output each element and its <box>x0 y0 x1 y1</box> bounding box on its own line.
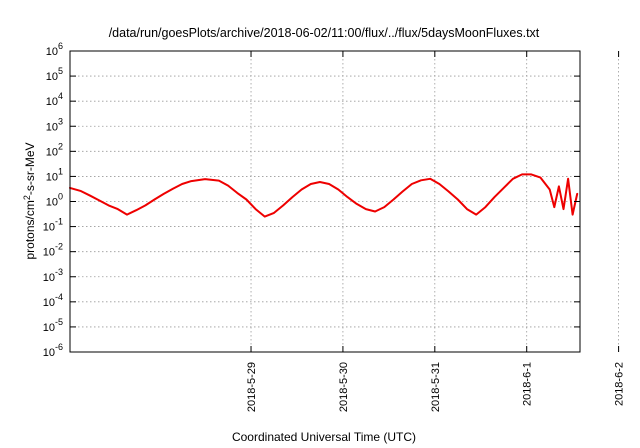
y-tick-label: 10-6 <box>43 342 63 359</box>
y-tick-label: 10-1 <box>43 217 63 234</box>
y-tick-label: 10-4 <box>43 292 63 309</box>
y-tick-label: 102 <box>46 141 63 158</box>
chart-title: /data/run/goesPlots/archive/2018-06-02/1… <box>109 26 540 40</box>
y-axis-label: protons/cm2-s-sr-MeV <box>22 142 37 259</box>
y-tick-label: 10-3 <box>43 267 63 284</box>
x-tick-label: 2018-5-31 <box>430 362 442 412</box>
y-tick-label: 103 <box>46 116 63 133</box>
y-tick-label: 10-2 <box>43 242 63 259</box>
x-axis: 2018-5-29 2018-5-30 2018-5-31 2018-6-1 2018-… <box>246 51 626 412</box>
x-tick-label: 2018-5-29 <box>246 362 258 412</box>
y-tick-label: 106 <box>46 41 63 58</box>
grid <box>70 51 619 352</box>
x-tick-label: 2018-6-1 <box>522 362 534 406</box>
series-line <box>69 173 579 218</box>
y-tick-label: 104 <box>46 91 63 108</box>
x-tick-label: 2018-5-30 <box>338 362 350 412</box>
y-tick-label: 10-5 <box>43 317 63 334</box>
x-tick-label: 2018-6-2 <box>614 362 626 406</box>
y-tick-label: 100 <box>46 192 63 209</box>
x-axis-label: Coordinated Universal Time (UTC) <box>232 430 416 444</box>
y-axis: 10-6 10-5 10-4 10-3 10-2 10-1 100 101 102 103 104 1… <box>43 41 580 359</box>
y-tick-label: 105 <box>46 66 63 83</box>
y-tick-label: 101 <box>46 166 63 183</box>
series-group <box>69 173 579 218</box>
